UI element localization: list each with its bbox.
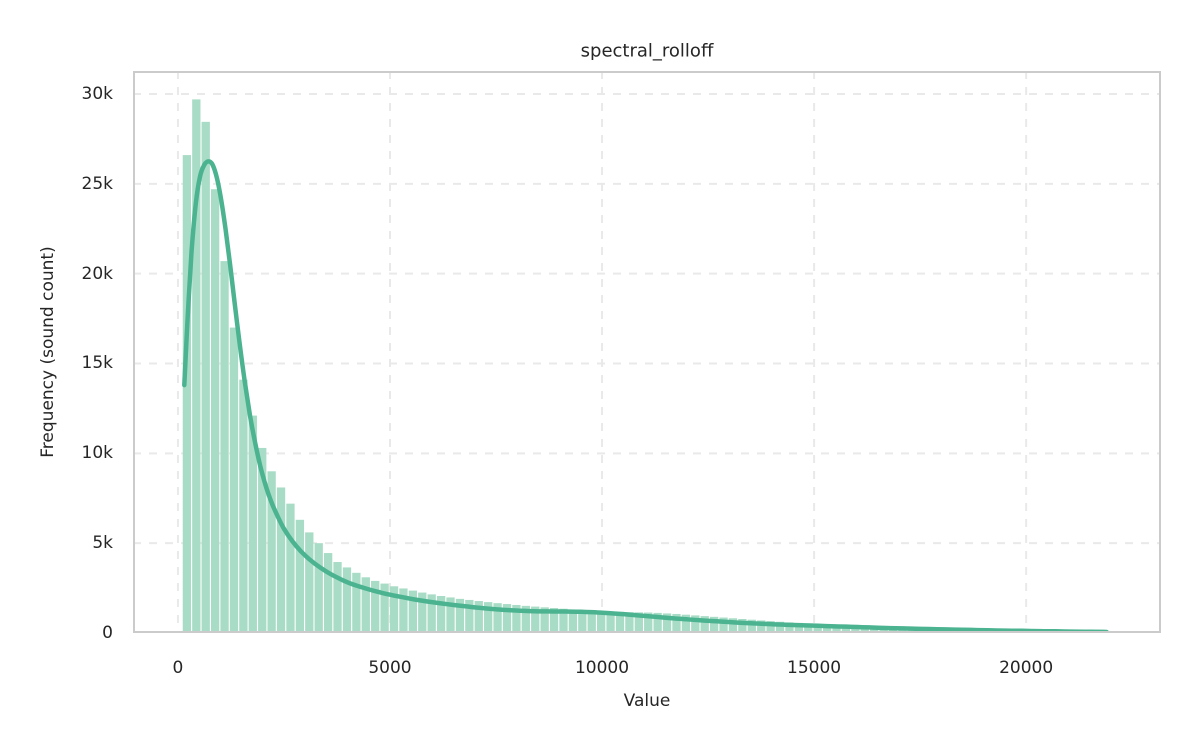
histogram-bar [775, 621, 785, 633]
histogram-bar [399, 588, 408, 633]
histogram-bar [681, 614, 691, 633]
histogram-bar [502, 604, 512, 633]
histogram-bar [700, 616, 709, 633]
histogram-bar [841, 625, 851, 633]
histogram-bar [578, 610, 587, 633]
histogram-bar [568, 609, 578, 633]
histogram-bar [408, 590, 418, 633]
axes-spines [133, 71, 1161, 633]
histogram-bar [728, 618, 738, 633]
histogram-bar [276, 487, 286, 633]
histogram-bar [813, 624, 822, 633]
histogram-bar [559, 608, 568, 633]
histogram-bar [342, 567, 352, 633]
histogram-bar [182, 155, 192, 633]
y-tick-label: 0 [102, 623, 113, 643]
y-tick-label: 15k [81, 353, 113, 374]
histogram-bar [653, 612, 662, 633]
y-tick-label: 5k [92, 533, 113, 554]
histogram-bar [644, 612, 653, 633]
y-tick-label: 25k [81, 173, 113, 194]
histogram-bar [606, 611, 615, 633]
histogram-bar [662, 613, 672, 633]
histogram-bar [615, 611, 625, 633]
histogram-bar [201, 121, 210, 633]
histogram-bar [455, 598, 465, 633]
histogram-bar [333, 562, 342, 633]
histogram-bar [371, 580, 380, 633]
histogram-bar [832, 624, 841, 633]
plot-area [133, 71, 1161, 633]
histogram-bar [766, 621, 775, 633]
histogram-bar [305, 532, 314, 633]
histogram-bar [794, 622, 804, 633]
histogram-bar [549, 608, 559, 633]
histogram-bar [719, 617, 728, 633]
histogram-bar [634, 612, 643, 633]
histogram-bar [258, 447, 267, 633]
histogram-bar [446, 597, 455, 633]
histogram-bar [785, 622, 794, 633]
y-tick-label: 20k [81, 263, 113, 284]
histogram-bar [436, 595, 446, 633]
x-tick-label: 10000 [574, 658, 630, 678]
y-tick-label: 30k [81, 83, 113, 104]
histogram-bar [738, 618, 747, 633]
histogram-bar [597, 611, 606, 633]
histogram-bar [361, 577, 370, 633]
histogram-bar [192, 99, 201, 633]
histogram-bar [239, 379, 248, 633]
histogram-bar [389, 586, 399, 633]
x-tick-label: 20000 [999, 658, 1054, 678]
histogram-bar [531, 606, 540, 633]
histogram-bar [474, 601, 483, 633]
histogram-bar [484, 602, 493, 633]
histogram-bar [851, 625, 860, 633]
histogram-bar [625, 612, 634, 633]
histogram-bar [323, 553, 333, 633]
histogram-bar [210, 189, 220, 633]
histogram-bar [521, 605, 530, 633]
histogram-bar [709, 616, 719, 633]
y-tick-label: 10k [81, 443, 113, 464]
histogram-bar [804, 623, 813, 633]
histogram-bar [352, 572, 361, 633]
histogram-bar [314, 543, 323, 633]
histogram-bar [418, 592, 427, 633]
histogram-bar [286, 503, 295, 633]
histogram-bar [229, 327, 239, 633]
histogram-bar [267, 471, 276, 633]
histogram-bar [757, 620, 766, 633]
histogram-bar [248, 415, 257, 633]
histogram-bar [220, 261, 229, 633]
histogram-bar [380, 583, 389, 633]
histogram-bar [587, 610, 596, 633]
histogram-bar [540, 607, 549, 633]
chart-title: spectral_rolloff [580, 40, 714, 62]
x-tick-label: 5000 [368, 658, 412, 678]
x-tick-label: 0 [172, 658, 184, 678]
histogram-bar [747, 619, 756, 633]
histogram-bar [512, 604, 521, 633]
x-axis-label: Value [623, 691, 671, 711]
histogram-bar [295, 519, 305, 633]
histogram-bar [691, 615, 700, 633]
x-tick-label: 15000 [787, 658, 842, 678]
kde-line [182, 159, 1109, 633]
histogram-bar [493, 603, 502, 633]
histogram-bar [427, 594, 436, 633]
histogram-bar [465, 599, 474, 633]
histogram-bar [822, 624, 832, 633]
histogram-bar [672, 613, 681, 633]
